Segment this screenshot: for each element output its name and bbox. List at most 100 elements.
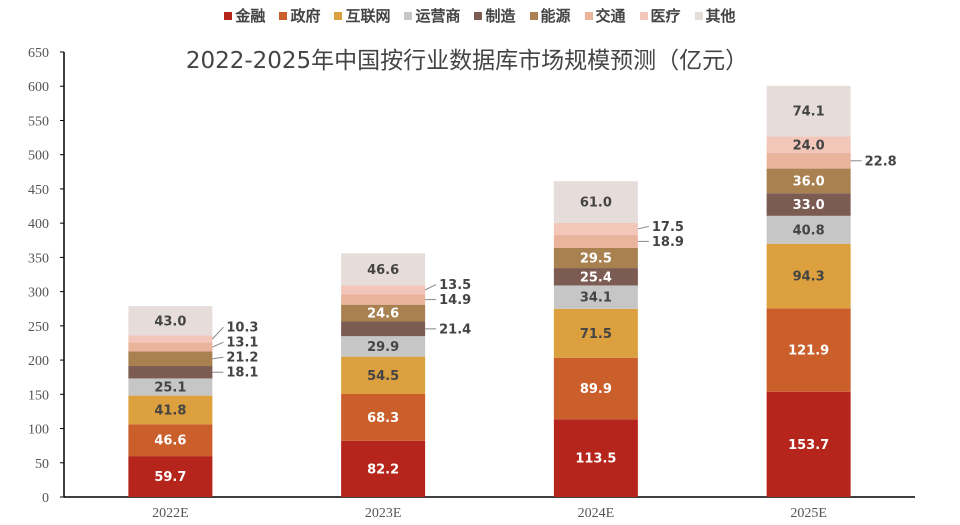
data-label: 24.0 — [793, 138, 825, 153]
legend-item: 交通 — [584, 5, 626, 26]
bar-segment — [128, 366, 213, 379]
data-label: 94.3 — [793, 270, 825, 285]
legend-swatch — [584, 11, 593, 20]
bar-segment — [766, 193, 851, 216]
data-label: 74.1 — [793, 105, 825, 120]
bar-segment — [341, 253, 426, 286]
data-label: 43.0 — [154, 314, 186, 329]
data-label: 68.3 — [367, 411, 399, 426]
bar-segment — [341, 321, 426, 337]
y-tick-label: 350 — [28, 251, 49, 266]
bar-segment — [341, 356, 426, 394]
data-label: 17.5 — [652, 220, 684, 235]
bar-segment — [553, 222, 638, 235]
y-tick-label: 150 — [28, 388, 49, 403]
data-label: 13.5 — [439, 278, 471, 293]
data-label: 25.4 — [580, 270, 612, 285]
legend-label: 能源 — [540, 7, 571, 25]
legend-label: 制造 — [485, 7, 516, 25]
data-label: 21.4 — [439, 322, 471, 337]
y-tick-label: 550 — [28, 114, 49, 129]
data-label: 113.5 — [575, 452, 616, 467]
data-label: 24.6 — [367, 307, 399, 322]
leader-line — [212, 326, 224, 340]
y-tick-label: 300 — [28, 286, 49, 301]
leader-line — [424, 284, 437, 291]
bar-segment — [128, 342, 213, 352]
legend-label: 医疗 — [650, 7, 681, 25]
bar-segment — [766, 391, 851, 497]
legend-swatch — [639, 11, 648, 20]
legend-swatch — [279, 11, 288, 20]
data-label: 36.0 — [793, 174, 825, 189]
data-label: 34.1 — [580, 291, 612, 306]
y-tick-label: 250 — [28, 320, 49, 335]
data-label: 18.9 — [652, 235, 684, 250]
bar-segment — [341, 393, 426, 441]
y-tick-label: 450 — [28, 183, 49, 198]
bar-segment — [341, 285, 426, 295]
bar-segment — [766, 215, 851, 244]
leader-line — [212, 356, 224, 360]
bar-segment — [341, 294, 426, 305]
data-label: 29.9 — [367, 340, 399, 355]
bar-segment — [766, 136, 851, 153]
legend-item: 政府 — [279, 5, 320, 26]
legend-label: 交通 — [595, 7, 626, 25]
data-label: 13.1 — [226, 336, 258, 351]
bar-segment — [128, 424, 213, 457]
data-label: 59.7 — [154, 470, 186, 485]
bar-segment — [553, 247, 638, 269]
bar-segment — [766, 168, 851, 194]
bar-segment — [341, 336, 426, 357]
bar-segment — [128, 456, 213, 497]
legend-label: 金融 — [235, 7, 266, 25]
bar-segment — [128, 351, 213, 367]
data-label: 82.2 — [367, 462, 399, 477]
data-label: 33.0 — [793, 198, 825, 213]
legend-swatch — [334, 11, 343, 20]
bar-segment — [553, 268, 638, 286]
x-tick-label: 2025E — [790, 506, 827, 521]
legend-swatch — [404, 11, 413, 20]
legend-item: 能源 — [529, 5, 571, 26]
data-label: 153.7 — [788, 438, 829, 453]
leader-line — [637, 225, 649, 230]
legend-item: 互联网 — [334, 5, 390, 26]
bar-segment — [553, 181, 638, 223]
data-label: 54.5 — [367, 369, 399, 384]
bar-segment — [341, 440, 426, 497]
bar-segment — [553, 234, 638, 248]
x-tick-label: 2024E — [578, 506, 615, 521]
bar-segment — [766, 308, 851, 392]
leader-line — [212, 341, 224, 348]
legend-label: 互联网 — [345, 7, 391, 25]
y-tick-label: 400 — [28, 217, 49, 232]
data-label: 25.1 — [154, 381, 186, 396]
legend-item: 金融 — [224, 5, 265, 26]
x-tick-label: 2022E — [152, 506, 189, 521]
data-label: 18.1 — [226, 366, 258, 381]
legend-item: 制造 — [474, 5, 516, 26]
bar-segment — [128, 395, 213, 425]
y-tick-label: 0 — [42, 491, 49, 506]
data-label: 22.8 — [865, 154, 897, 169]
bar-segment — [128, 306, 213, 336]
data-label: 14.9 — [439, 293, 471, 308]
bar-segment — [766, 152, 851, 169]
legend-item: 其他 — [694, 5, 736, 26]
data-label: 41.8 — [154, 403, 186, 418]
data-label: 71.5 — [580, 327, 612, 342]
legend: 金融 政府 互联网 运营商 制造 能源 交通 医疗 其他 — [0, 5, 960, 26]
data-label: 10.3 — [226, 321, 258, 336]
bar-segment — [766, 85, 851, 137]
bar-segment — [341, 304, 426, 322]
data-label: 29.5 — [580, 251, 612, 266]
y-tick-label: 600 — [28, 80, 49, 95]
legend-item: 医疗 — [639, 5, 681, 26]
legend-label: 政府 — [290, 7, 321, 25]
bar-segment — [553, 419, 638, 497]
legend-swatch — [694, 11, 703, 20]
legend-swatch — [474, 11, 483, 20]
